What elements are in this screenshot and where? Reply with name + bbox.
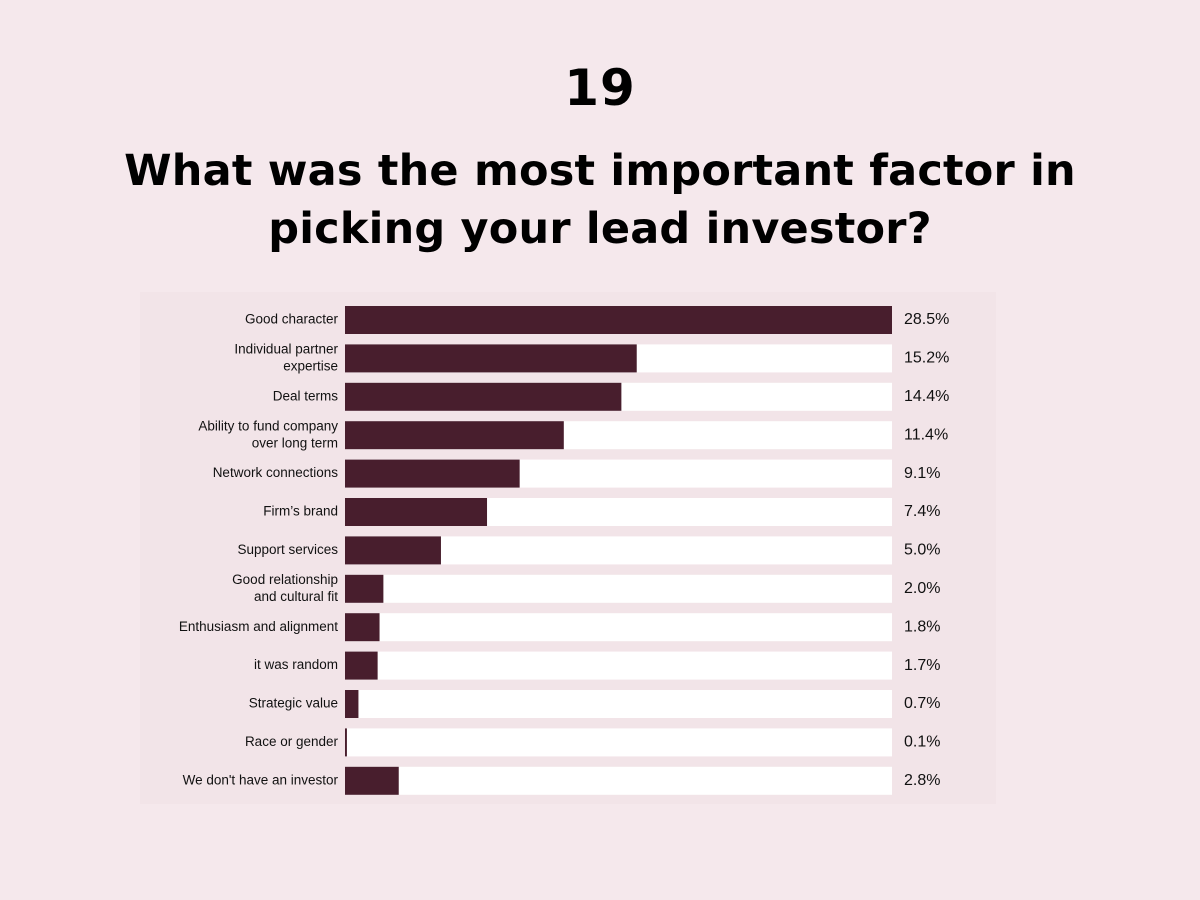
category-label: it was random	[254, 657, 338, 672]
category-label: Network connections	[213, 465, 339, 480]
category-label: Good character	[245, 312, 339, 327]
value-label: 15.2%	[904, 350, 949, 367]
category-label: Strategic value	[249, 696, 338, 711]
bar	[345, 498, 488, 526]
question-number: 19	[564, 59, 636, 117]
category-label: Firm’s brand	[263, 504, 338, 519]
bar-track	[345, 728, 892, 757]
bar	[345, 536, 441, 565]
value-label: 9.1%	[904, 465, 940, 482]
value-label: 14.4%	[904, 388, 949, 405]
bar	[345, 690, 359, 718]
bar-track	[345, 574, 892, 603]
category-label: Good relationship	[232, 572, 338, 587]
bar-track	[345, 613, 892, 642]
value-label: 0.7%	[904, 695, 940, 712]
bar	[345, 344, 637, 373]
bar-chart: Good character 28.5% Individual partner exp…	[179, 306, 949, 795]
bar-track	[345, 651, 892, 680]
value-label: 1.7%	[904, 657, 940, 674]
value-label: 11.4%	[904, 426, 948, 443]
bar	[345, 728, 347, 757]
value-label: 5.0%	[904, 542, 940, 559]
question-title: What was the most important factor in pi…	[124, 146, 1076, 254]
value-label: 0.1%	[904, 734, 940, 751]
value-label: 7.4%	[904, 503, 940, 520]
category-label: Ability to fund company	[198, 418, 338, 433]
bar	[345, 613, 380, 642]
bar-track	[345, 766, 892, 795]
category-label: over long term	[252, 435, 338, 450]
chart-panel: Good character 28.5% Individual partner exp…	[140, 292, 996, 804]
bar	[345, 382, 622, 411]
category-label: Support services	[237, 542, 338, 557]
bar	[345, 459, 520, 488]
value-label: 2.8%	[904, 772, 940, 789]
category-label: Deal terms	[273, 388, 339, 403]
value-label: 1.8%	[904, 618, 940, 635]
value-label: 28.5%	[904, 311, 949, 328]
value-label: 2.0%	[904, 580, 940, 597]
category-label: Enthusiasm and alignment	[179, 619, 338, 634]
bar-track	[345, 690, 892, 718]
bar	[345, 421, 564, 450]
bar	[345, 574, 384, 603]
bar	[345, 651, 378, 680]
category-label: We don't have an investor	[183, 772, 339, 787]
category-label: Individual partner	[234, 341, 338, 356]
bar	[345, 766, 399, 795]
category-label: and cultural fit	[254, 589, 338, 604]
bar	[345, 306, 892, 334]
category-label: expertise	[283, 358, 338, 373]
category-label: Race or gender	[245, 734, 339, 749]
